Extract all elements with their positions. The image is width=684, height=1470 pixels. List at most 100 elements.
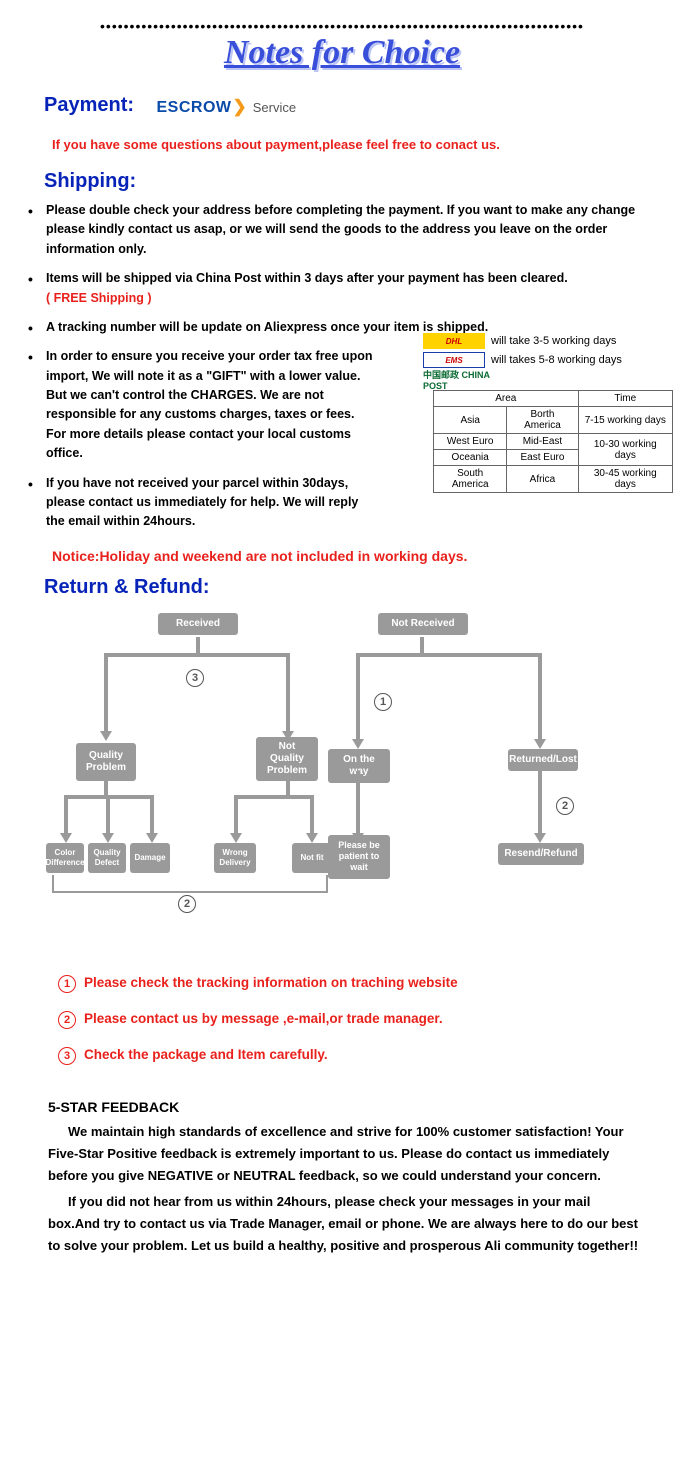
- footnote: 3 Check the package and Item carefully.: [58, 1047, 656, 1065]
- node-quality-defect: Quality Defect: [88, 843, 126, 873]
- edge: [356, 653, 360, 741]
- shipping-heading: Shipping:: [44, 170, 656, 193]
- edge: [538, 653, 542, 741]
- escrow-word: ESCROW: [156, 99, 231, 117]
- footnote-number-icon: 3: [58, 1047, 76, 1065]
- node-please-wait: Please be patient to wait: [328, 835, 390, 879]
- node-wrong-delivery: Wrong Delivery: [214, 843, 256, 873]
- node-received: Received: [158, 613, 238, 635]
- footnotes: 1 Please check the tracking information …: [58, 975, 656, 1065]
- ems-note: will takes 5-8 working days: [491, 354, 622, 366]
- table-cell: West Euro: [434, 434, 507, 450]
- feedback-heading: 5-STAR FEEDBACK: [48, 1099, 656, 1115]
- circle-2: 2: [556, 797, 574, 815]
- dhl-note: will take 3-5 working days: [491, 335, 616, 347]
- table-cell: Asia: [434, 407, 507, 434]
- node-quality-problem: Quality Problem: [76, 743, 136, 781]
- arrow-icon: [60, 833, 72, 843]
- arrow-icon: [352, 739, 364, 749]
- table-row: West Euro Mid-East 10-30 working days: [434, 434, 673, 450]
- feedback-p2: If you did not hear from us within 24hou…: [48, 1191, 644, 1257]
- carrier-ems: EMS will takes 5-8 working days: [423, 352, 684, 368]
- ems-logo: EMS: [423, 352, 485, 368]
- table-cell: Africa: [507, 466, 578, 493]
- table-cell: 7-15 working days: [578, 407, 672, 434]
- node-not-fit: Not fit: [292, 843, 332, 873]
- edge: [356, 771, 360, 835]
- holiday-notice: Notice:Holiday and weekend are not inclu…: [52, 548, 656, 564]
- dotted-divider: ••••••••••••••••••••••••••••••••••••••••…: [28, 18, 656, 34]
- table-cell: 30-45 working days: [578, 466, 672, 493]
- footnote-text: Please contact us by message ,e-mail,or …: [84, 1011, 443, 1026]
- payment-heading: Payment:: [44, 94, 134, 116]
- node-color-diff: Color Difference: [46, 843, 84, 873]
- table-cell: Borth America: [507, 407, 578, 434]
- edge: [52, 891, 328, 893]
- arrow-icon: [146, 833, 158, 843]
- edge: [104, 781, 108, 795]
- footnote: 2 Please contact us by message ,e-mail,o…: [58, 1011, 656, 1029]
- edge: [106, 795, 110, 835]
- footnote-number-icon: 2: [58, 1011, 76, 1029]
- edge: [286, 653, 290, 733]
- edge: [64, 795, 68, 835]
- footnote: 1 Please check the tracking information …: [58, 975, 656, 993]
- edge: [104, 653, 290, 657]
- edge: [356, 653, 542, 657]
- circle-1: 1: [374, 693, 392, 711]
- edge: [310, 795, 314, 835]
- edge: [52, 875, 54, 891]
- node-not-quality-problem: Not Quality Problem: [256, 737, 318, 781]
- payment-note: If you have some questions about payment…: [52, 137, 656, 152]
- feedback-p1: We maintain high standards of excellence…: [48, 1121, 644, 1187]
- table-cell: Oceania: [434, 450, 507, 466]
- table-cell: East Euro: [507, 450, 578, 466]
- carrier-chinapost: 中国邮政 CHINA POST: [423, 371, 684, 387]
- edge: [420, 637, 424, 653]
- return-flowchart: Received Not Received 3 1 Quality Proble…: [58, 613, 618, 953]
- node-damage: Damage: [130, 843, 170, 873]
- footnote-text: Check the package and Item carefully.: [84, 1047, 328, 1062]
- dhl-logo: DHL: [423, 333, 485, 349]
- table-row: South America Africa 30-45 working days: [434, 466, 673, 493]
- page-title: Notes for Choice: [28, 34, 656, 72]
- table-cell: Mid-East: [507, 434, 578, 450]
- edge: [150, 795, 154, 835]
- chinapost-logo: 中国邮政 CHINA POST: [423, 371, 493, 387]
- arrow-icon: [306, 833, 318, 843]
- area-time-table: Area Time Asia Borth America 7-15 workin…: [433, 390, 673, 493]
- table-header-area: Area: [434, 391, 579, 407]
- carrier-dhl: DHL will take 3-5 working days: [423, 333, 684, 349]
- circle-2b: 2: [178, 895, 196, 913]
- escrow-service-label: Service: [253, 100, 296, 115]
- table-header-time: Time: [578, 391, 672, 407]
- free-shipping-label: ( FREE Shipping ): [46, 291, 152, 305]
- edge: [286, 781, 290, 795]
- shipping-item: Items will be shipped via China Post wit…: [28, 269, 656, 308]
- edge: [104, 653, 108, 733]
- arrow-icon: [100, 731, 112, 741]
- escrow-arrow-icon: ❯: [232, 97, 246, 117]
- table-row: Asia Borth America 7-15 working days: [434, 407, 673, 434]
- node-not-received: Not Received: [378, 613, 468, 635]
- edge: [196, 637, 200, 653]
- node-returned-lost: Returned/Lost: [508, 749, 578, 771]
- edge: [326, 875, 328, 891]
- escrow-logo: ESCROW ❯ Service: [156, 97, 296, 117]
- arrow-icon: [534, 739, 546, 749]
- footnote-number-icon: 1: [58, 975, 76, 993]
- arrow-icon: [102, 833, 114, 843]
- circle-3: 3: [186, 669, 204, 687]
- arrow-icon: [534, 833, 546, 843]
- feedback-body: We maintain high standards of excellence…: [48, 1121, 644, 1258]
- table-cell: 10-30 working days: [578, 434, 672, 466]
- arrow-icon: [230, 833, 242, 843]
- edge: [234, 795, 238, 835]
- node-resend-refund: Resend/Refund: [498, 843, 584, 865]
- shipping-item: Please double check your address before …: [28, 201, 656, 259]
- footnote-text: Please check the tracking information on…: [84, 975, 458, 990]
- edge: [538, 771, 542, 835]
- shipping-item-text: Items will be shipped via China Post wit…: [46, 271, 568, 285]
- edge: [234, 795, 314, 799]
- table-cell: South America: [434, 466, 507, 493]
